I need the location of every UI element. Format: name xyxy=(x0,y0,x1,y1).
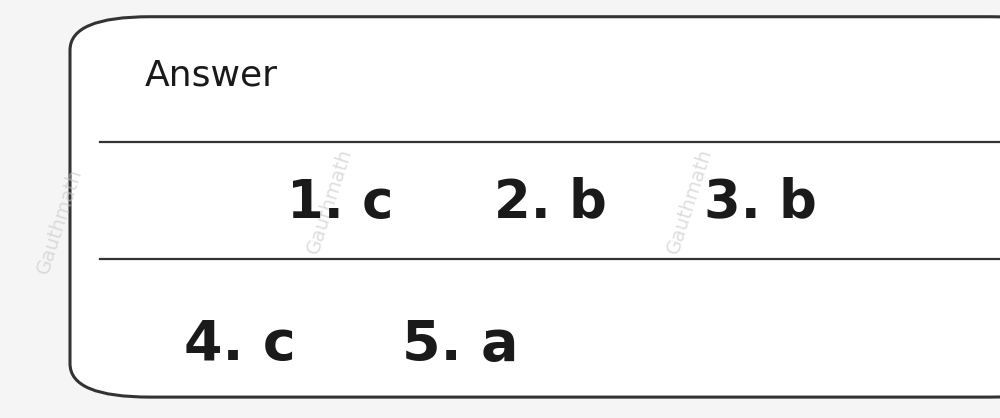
Text: 2. b: 2. b xyxy=(494,177,606,229)
Text: 1. c: 1. c xyxy=(287,177,393,229)
Text: Gauthmath: Gauthmath xyxy=(304,145,356,256)
Text: 3. b: 3. b xyxy=(704,177,816,229)
Text: Answer: Answer xyxy=(145,58,278,92)
Text: Gauthmath: Gauthmath xyxy=(34,166,86,277)
FancyBboxPatch shape xyxy=(70,17,1000,397)
Text: Gauthmath: Gauthmath xyxy=(664,145,716,256)
Text: 5. a: 5. a xyxy=(402,318,518,372)
Text: 4. c: 4. c xyxy=(184,318,296,372)
